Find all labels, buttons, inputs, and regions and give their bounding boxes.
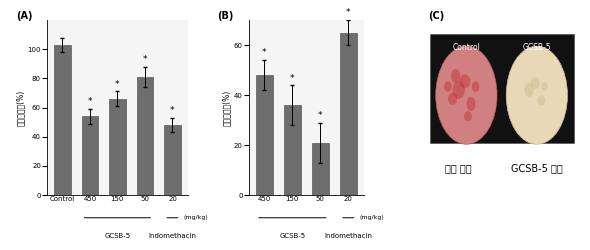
Text: *: *	[171, 106, 175, 115]
Ellipse shape	[506, 46, 568, 144]
Ellipse shape	[542, 82, 548, 91]
Text: Indomethacin: Indomethacin	[149, 234, 196, 239]
Text: *: *	[318, 111, 323, 120]
Text: (A): (A)	[17, 11, 33, 21]
Text: *: *	[143, 55, 147, 64]
Ellipse shape	[525, 83, 534, 97]
Text: (mg/kg): (mg/kg)	[359, 215, 384, 220]
Text: 부종 유발: 부종 유발	[445, 164, 472, 173]
Ellipse shape	[451, 69, 460, 83]
Ellipse shape	[472, 81, 480, 92]
Ellipse shape	[444, 81, 452, 92]
Bar	[109, 99, 126, 195]
Text: (B): (B)	[217, 11, 233, 21]
Text: *: *	[262, 48, 267, 58]
Text: GCSB-5 투여: GCSB-5 투여	[511, 164, 563, 173]
Y-axis label: 종창억제율(%): 종창억제율(%)	[16, 90, 25, 126]
Ellipse shape	[537, 95, 545, 106]
Bar	[340, 32, 357, 195]
Bar	[284, 105, 301, 195]
Ellipse shape	[448, 92, 457, 105]
Bar	[137, 77, 153, 195]
Y-axis label: 종창억제율(%): 종창억제율(%)	[222, 90, 231, 126]
Bar	[312, 142, 329, 195]
Text: GCSB-5: GCSB-5	[523, 43, 551, 52]
Text: *: *	[290, 74, 294, 82]
Ellipse shape	[460, 74, 470, 88]
Text: *: *	[88, 97, 92, 106]
Bar	[54, 45, 71, 195]
Text: (C): (C)	[428, 11, 444, 21]
Ellipse shape	[531, 77, 540, 89]
Text: *: *	[346, 8, 350, 18]
Text: (mg/kg): (mg/kg)	[183, 215, 208, 220]
Ellipse shape	[436, 46, 497, 144]
Text: GCSB-5: GCSB-5	[104, 234, 130, 239]
Bar	[256, 75, 273, 195]
Ellipse shape	[466, 97, 476, 111]
Text: Control: Control	[453, 43, 480, 52]
Text: GCSB-5: GCSB-5	[279, 234, 306, 239]
Ellipse shape	[453, 81, 465, 99]
Bar	[81, 116, 98, 195]
Bar	[164, 125, 181, 195]
Text: *: *	[115, 80, 120, 88]
FancyBboxPatch shape	[430, 34, 573, 142]
Text: Indomethacin: Indomethacin	[324, 234, 372, 239]
Ellipse shape	[464, 111, 472, 122]
